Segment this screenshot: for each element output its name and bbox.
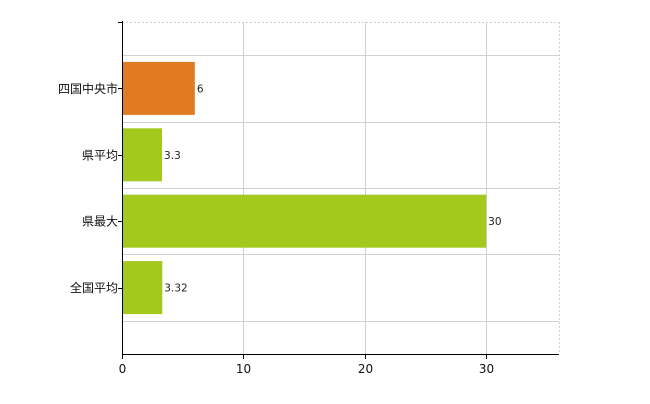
category-label: 県平均	[82, 148, 118, 162]
labels: 6 四国中央市 3.3 県平均 30 県最大 3.32 全国平均 0 10 20 30	[58, 81, 502, 376]
category-label: 全国平均	[70, 280, 118, 295]
category-label: 四国中央市	[58, 81, 118, 96]
x-tick-label: 0	[119, 362, 127, 376]
grid	[122, 22, 560, 354]
bar	[122, 261, 163, 315]
data-label: 30	[488, 216, 501, 228]
bars	[122, 61, 487, 315]
bar	[122, 128, 163, 182]
x-tick-label: 10	[236, 362, 251, 376]
data-label: 6	[197, 83, 204, 95]
bar	[122, 194, 487, 248]
x-tick-label: 20	[358, 362, 373, 376]
axes	[118, 21, 559, 359]
bar	[122, 61, 195, 115]
data-label: 3.3	[164, 150, 181, 162]
data-label: 3.32	[164, 283, 187, 295]
category-label: 県最大	[82, 215, 118, 229]
x-tick-label: 30	[479, 362, 494, 376]
